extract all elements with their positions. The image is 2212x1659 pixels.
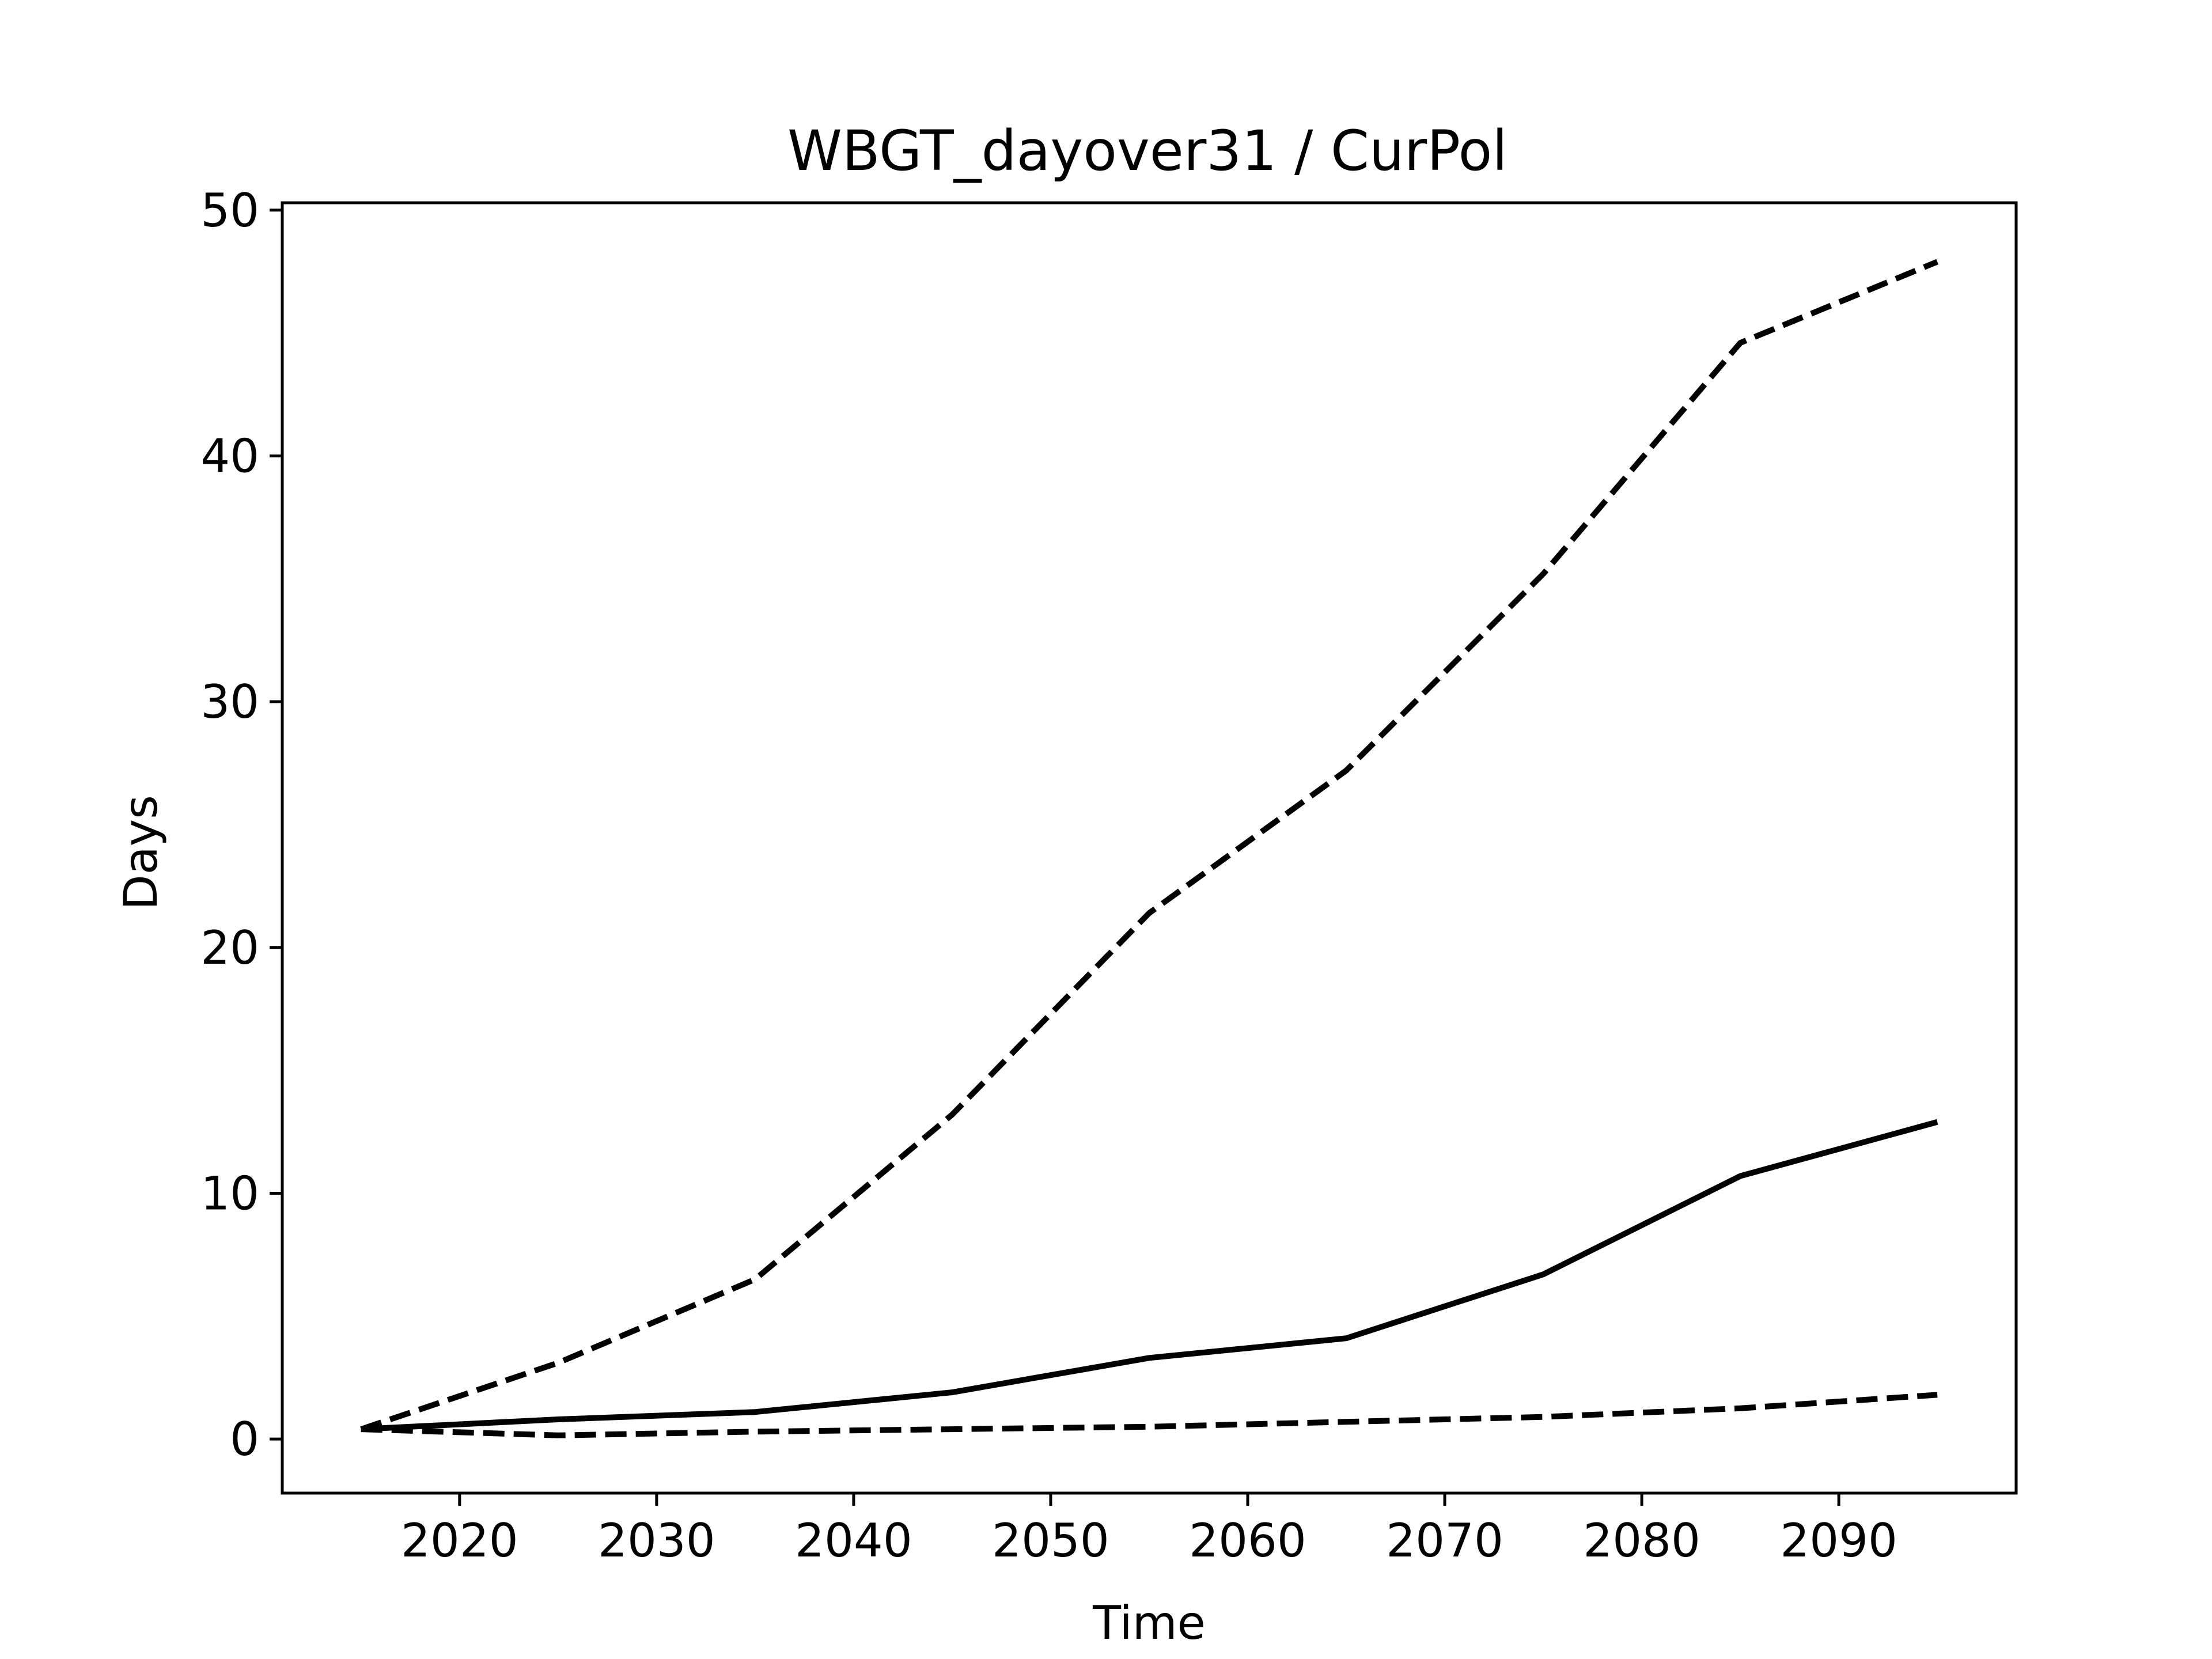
series-line-3 (361, 1392, 1938, 1438)
x-axis-label: Time (1092, 1596, 1206, 1650)
y-tick-label: 50 (200, 184, 259, 237)
x-tick-label: 2050 (992, 1514, 1109, 1567)
x-tick-label: 2080 (1583, 1514, 1700, 1567)
y-tick-label: 10 (200, 1166, 259, 1220)
x-tick-label: 2040 (795, 1514, 912, 1567)
x-tick-label: 2060 (1189, 1514, 1306, 1567)
y-tick-label: 30 (200, 675, 259, 729)
y-tick-label: 0 (230, 1412, 259, 1466)
plot-area (360, 259, 1939, 1438)
series-line-2 (360, 259, 1939, 1432)
x-tick-label: 2070 (1386, 1514, 1503, 1567)
x-tick-label: 2030 (598, 1514, 715, 1567)
chart-title: WBGT_dayover31 / CurPol (787, 119, 1508, 183)
x-axis: 2020 2030 2040 2050 2060 2070 2080 2090 (401, 1493, 1897, 1567)
series-line-1 (361, 1119, 1938, 1433)
y-axis: 0 10 20 30 40 50 (200, 184, 282, 1466)
y-axis-label: Days (114, 795, 168, 910)
y-tick-label: 20 (200, 921, 259, 975)
plot-frame (281, 201, 2018, 1495)
y-tick-label: 40 (200, 429, 259, 483)
x-tick-label: 2020 (401, 1514, 518, 1567)
x-tick-label: 2090 (1780, 1514, 1897, 1567)
